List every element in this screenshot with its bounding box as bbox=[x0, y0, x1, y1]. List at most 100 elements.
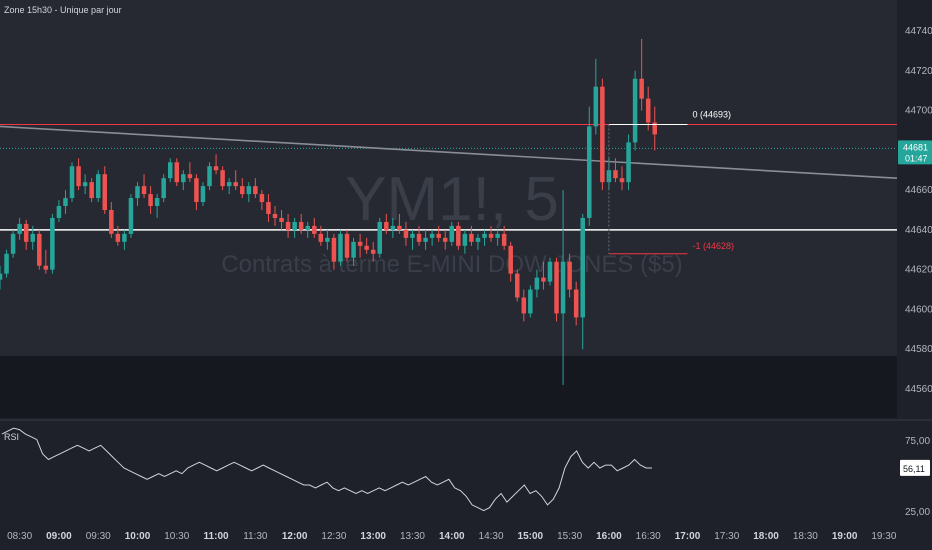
candle bbox=[148, 186, 153, 214]
candle-body bbox=[187, 174, 193, 179]
price-tick-label: 44600 bbox=[905, 304, 932, 315]
candle-body bbox=[521, 297, 527, 314]
candle-body bbox=[482, 233, 487, 238]
candle bbox=[246, 182, 252, 203]
candle bbox=[122, 229, 127, 250]
candle-body bbox=[436, 233, 441, 238]
candle-body bbox=[456, 225, 461, 246]
price-tick-label: 44700 bbox=[905, 106, 932, 117]
candle bbox=[213, 154, 219, 175]
candle bbox=[410, 229, 415, 250]
candle-body bbox=[423, 237, 428, 242]
candle bbox=[167, 158, 173, 183]
candle-body bbox=[285, 221, 291, 230]
candle-body bbox=[318, 233, 324, 242]
candle-body bbox=[587, 126, 592, 218]
candle bbox=[253, 178, 258, 199]
rsi-value-box bbox=[900, 459, 930, 476]
price-tick-label: 44560 bbox=[905, 384, 932, 395]
time-tick-label: 17:00 bbox=[675, 531, 701, 542]
candle bbox=[292, 217, 297, 238]
candle-body bbox=[253, 186, 258, 195]
candle-body bbox=[495, 233, 500, 238]
candle-body bbox=[292, 221, 297, 230]
candle bbox=[76, 158, 81, 191]
candle bbox=[233, 170, 238, 191]
candle-body bbox=[233, 182, 238, 187]
fib-levels[interactable]: 0 (44693) -1 (44628) bbox=[608, 109, 734, 255]
candle bbox=[528, 285, 533, 318]
candle-body bbox=[626, 142, 631, 183]
candle bbox=[442, 229, 448, 250]
candle-body bbox=[541, 277, 546, 282]
time-tick-label: 16:00 bbox=[596, 531, 622, 542]
candle-body bbox=[331, 237, 337, 262]
candle bbox=[312, 217, 317, 238]
candle-body bbox=[384, 221, 389, 230]
candle bbox=[416, 225, 422, 246]
candle bbox=[554, 257, 559, 322]
trendline-line[interactable] bbox=[0, 125, 898, 179]
candle-body bbox=[377, 221, 383, 254]
indicator-title[interactable]: Zone 15h30 - Unique par jour bbox=[4, 5, 122, 15]
fib-level-label: 0 (44693) bbox=[692, 109, 731, 119]
time-tick-label: 10:00 bbox=[125, 531, 151, 542]
candle-body bbox=[632, 78, 638, 143]
candle-body bbox=[69, 166, 75, 199]
candle-body bbox=[449, 225, 455, 242]
candle-body bbox=[312, 225, 317, 234]
candle bbox=[37, 229, 42, 270]
candle-body bbox=[298, 221, 304, 230]
candle bbox=[462, 229, 468, 254]
candle bbox=[266, 194, 271, 222]
candle bbox=[587, 106, 592, 226]
candle-body bbox=[410, 233, 415, 238]
candle bbox=[331, 233, 337, 270]
candle-body bbox=[560, 261, 566, 314]
candle-body bbox=[213, 166, 219, 171]
time-tick-label: 14:00 bbox=[439, 531, 465, 542]
rsi-title[interactable]: RSI bbox=[4, 432, 19, 442]
candle bbox=[423, 229, 428, 250]
candle-body bbox=[364, 245, 369, 250]
candle-body bbox=[390, 225, 396, 230]
candle-body bbox=[109, 210, 114, 234]
candle-body bbox=[76, 166, 81, 187]
candle bbox=[82, 174, 88, 195]
candle-body bbox=[17, 223, 22, 234]
candle-body bbox=[161, 178, 166, 199]
candle bbox=[56, 200, 62, 222]
candle-body bbox=[528, 289, 533, 314]
trendline[interactable] bbox=[0, 125, 898, 179]
candle bbox=[600, 78, 605, 191]
candle-body bbox=[50, 217, 55, 270]
time-tick-label: 13:00 bbox=[360, 531, 386, 542]
candle-body bbox=[4, 253, 9, 274]
candle-body bbox=[325, 237, 330, 242]
candle bbox=[632, 70, 638, 151]
rsi-current-value: 56,11 bbox=[903, 464, 925, 474]
time-tick-label: 15:00 bbox=[518, 531, 544, 542]
candle-body bbox=[567, 261, 572, 290]
candle bbox=[95, 170, 101, 203]
time-tick-label: 13:30 bbox=[400, 531, 425, 542]
time-tick-label: 18:30 bbox=[793, 531, 818, 542]
watermark-description: Contrats à terme E-MINI DOW JONES ($5) bbox=[221, 251, 682, 278]
candle-body bbox=[600, 86, 605, 183]
candle-body bbox=[30, 233, 35, 242]
candle-body bbox=[351, 241, 356, 258]
candle-body bbox=[128, 198, 134, 234]
candle-body bbox=[115, 233, 121, 242]
candle-body bbox=[652, 122, 657, 135]
price-tick-label: 44620 bbox=[905, 265, 932, 276]
candle bbox=[384, 213, 389, 234]
time-axis[interactable]: 08:30 09:00 09:30 10:00 10:30 11:00 11:30 12:00… bbox=[7, 531, 897, 542]
candle-body bbox=[501, 233, 507, 246]
time-tick-label: 11:00 bbox=[204, 531, 229, 542]
candle-body bbox=[167, 162, 173, 179]
main-pane-bg bbox=[0, 0, 897, 356]
price-axis-bg[interactable] bbox=[897, 0, 932, 550]
candle-body bbox=[279, 217, 284, 222]
candle bbox=[456, 221, 461, 250]
